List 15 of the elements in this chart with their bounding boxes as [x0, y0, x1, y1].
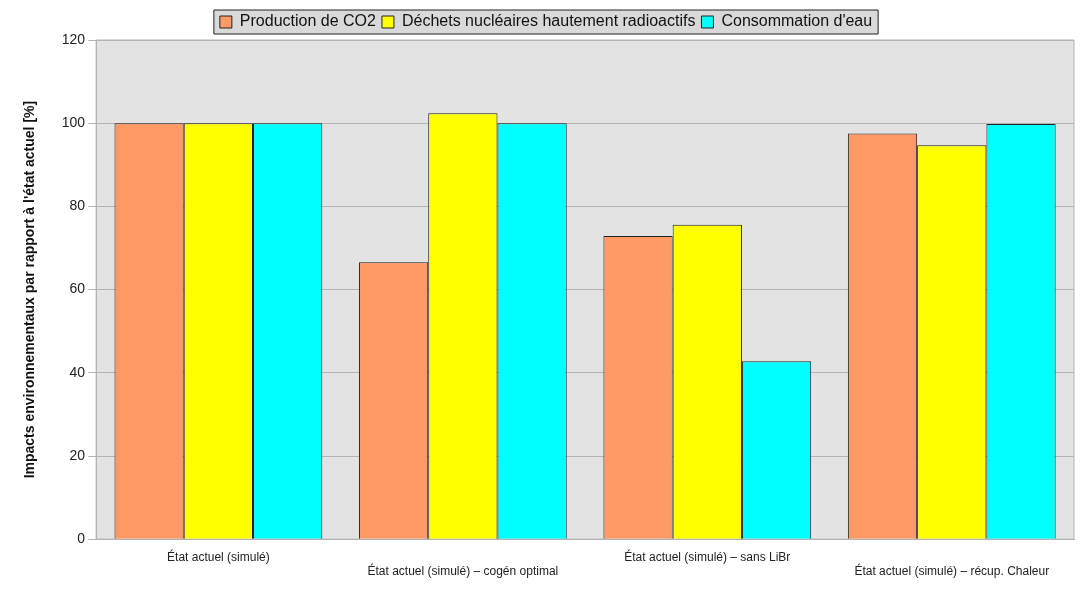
y-tick-label: 40 [69, 363, 86, 380]
x-tick-label: État actuel (simulé) [167, 548, 270, 564]
y-tick-label: 60 [69, 280, 86, 297]
legend-label: Consommation d'eau [721, 12, 873, 30]
y-tick-label: 100 [61, 114, 86, 131]
y-axis-title: Impacts environnementaux par rapport à l'état actuel [%] [21, 100, 38, 479]
legend-label: Déchets nucléaires hautement radioactifs [401, 12, 696, 30]
x-tick-label: État actuel (simulé) – cogén optimal [367, 563, 559, 579]
y-tick-label: 0 [77, 530, 86, 547]
y-tick-label: 20 [69, 446, 86, 463]
y-tick-label: 120 [61, 30, 86, 47]
legend-label: Production de CO2 [239, 12, 377, 30]
x-tick-label: État actuel (simulé) – récup. Chaleur [854, 563, 1050, 579]
y-tick-label: 80 [69, 197, 86, 214]
x-tick-label: État actuel (simulé) – sans LiBr [624, 548, 791, 564]
